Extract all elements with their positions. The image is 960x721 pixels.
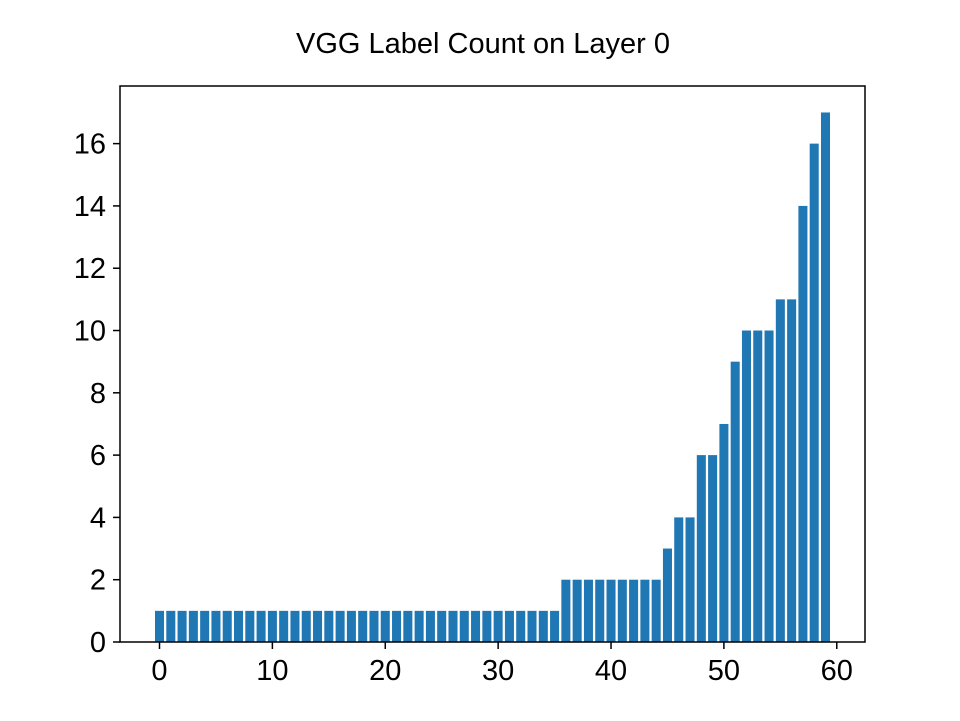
bar-49 [708, 455, 718, 642]
bar-24 [425, 610, 435, 642]
bar-55 [775, 299, 785, 642]
bar-29 [482, 610, 492, 642]
bar-40 [606, 579, 616, 642]
y-tick-label: 0 [90, 627, 106, 659]
x-tick-label: 60 [821, 655, 853, 687]
bar-4 [200, 610, 210, 642]
bar-15 [324, 610, 334, 642]
bars-group [154, 112, 831, 643]
bar-53 [753, 330, 763, 642]
bar-25 [437, 610, 447, 642]
bar-14 [313, 610, 323, 642]
bar-51 [730, 361, 740, 642]
bar-10 [267, 610, 277, 642]
bar-44 [651, 579, 661, 642]
bar-7 [234, 610, 244, 642]
bar-56 [787, 299, 797, 642]
bar-41 [617, 579, 627, 642]
x-tick-label: 30 [482, 655, 514, 687]
x-axis: 0 10 20 30 40 50 60 [151, 642, 853, 687]
y-axis: 0 2 4 6 8 10 12 14 16 [74, 129, 120, 659]
bar-37 [572, 579, 582, 642]
x-tick-label: 20 [369, 655, 401, 687]
bar-27 [459, 610, 469, 642]
bar-18 [358, 610, 368, 642]
bar-34 [538, 610, 548, 642]
bar-19 [369, 610, 379, 642]
bar-59 [820, 112, 831, 642]
bar-23 [414, 610, 424, 642]
bar-57 [798, 205, 808, 642]
x-tick-label: 50 [708, 655, 740, 687]
bar-32 [516, 610, 526, 642]
y-tick-label: 8 [90, 378, 106, 410]
bar-42 [629, 579, 639, 642]
bar-58 [809, 143, 819, 643]
bar-31 [504, 610, 514, 642]
bar-54 [764, 330, 774, 642]
bar-22 [403, 610, 413, 642]
bar-50 [719, 423, 729, 642]
bar-17 [346, 610, 356, 642]
y-tick-label: 16 [74, 129, 106, 161]
x-tick-label: 0 [151, 655, 167, 687]
bar-5 [211, 610, 221, 642]
y-tick-label: 6 [90, 440, 106, 472]
bar-46 [674, 517, 684, 642]
bar-35 [550, 610, 560, 642]
bar-48 [696, 455, 706, 642]
x-tick-label: 40 [595, 655, 627, 687]
bar-45 [662, 548, 672, 642]
bar-11 [279, 610, 289, 642]
bar-0 [154, 610, 165, 642]
bar-38 [583, 579, 593, 642]
bar-43 [640, 579, 650, 642]
bar-21 [392, 610, 402, 642]
bar-12 [290, 610, 300, 642]
bar-6 [222, 610, 232, 642]
bar-30 [493, 610, 503, 642]
y-tick-label: 14 [74, 191, 106, 223]
bar-16 [335, 610, 345, 642]
bar-52 [741, 330, 751, 642]
y-tick-label: 4 [90, 502, 106, 534]
x-tick-label: 10 [256, 655, 288, 687]
bar-8 [245, 610, 255, 642]
plot-frame [119, 85, 866, 643]
bar-47 [685, 517, 695, 642]
bar-9 [256, 610, 266, 642]
bar-13 [301, 610, 311, 642]
y-tick-label: 2 [90, 565, 106, 597]
y-tick-label: 12 [74, 253, 106, 285]
bar-20 [380, 610, 390, 642]
bar-1 [166, 610, 176, 642]
bar-39 [595, 579, 605, 642]
y-tick-label: 10 [74, 316, 106, 348]
bar-33 [527, 610, 537, 642]
bar-3 [188, 610, 198, 642]
bar-36 [561, 579, 571, 642]
bar-28 [471, 610, 481, 642]
chart-title: VGG Label Count on Layer 0 [295, 28, 670, 60]
bar-26 [448, 610, 458, 642]
bar-2 [177, 610, 187, 642]
